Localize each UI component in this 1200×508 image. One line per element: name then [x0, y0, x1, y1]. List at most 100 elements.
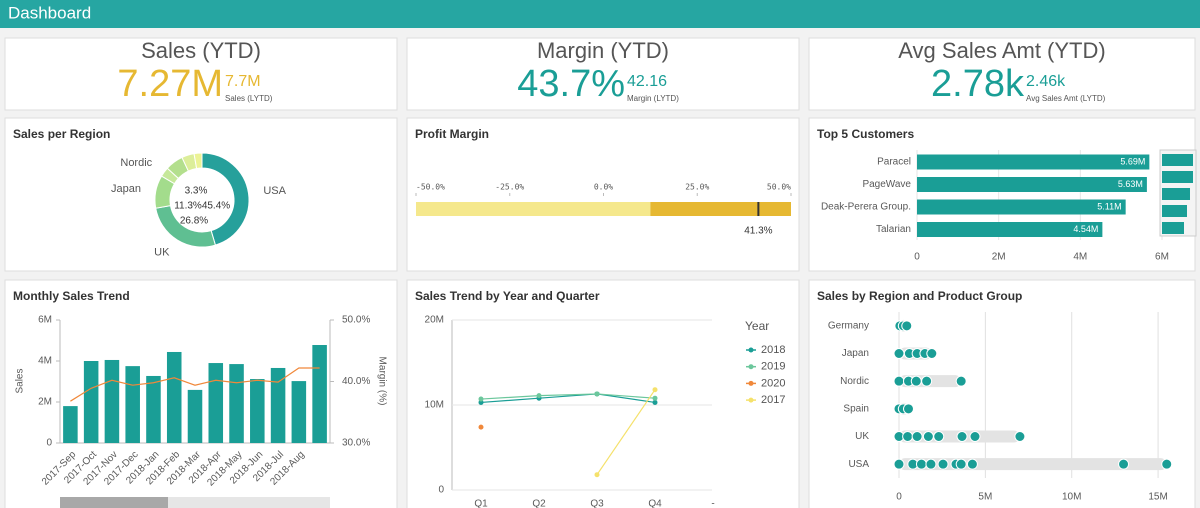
line: [480, 393, 656, 404]
x-tick-label: -50.0%: [416, 183, 445, 192]
bar: [917, 222, 1103, 237]
category-label: Paracel: [877, 157, 911, 168]
slice-label: Nordic: [120, 157, 152, 169]
y-tick-label: 4M: [38, 356, 52, 367]
legend-title: Year: [745, 319, 769, 333]
point: [937, 458, 949, 470]
chart-title: Sales Trend by Year and Quarter: [415, 289, 600, 303]
x-tick-label: -: [711, 499, 714, 508]
slice-label: USA: [263, 185, 286, 197]
point: [536, 393, 542, 399]
point: [478, 424, 484, 430]
kpi-title: Sales (YTD): [141, 38, 261, 63]
line: [480, 393, 656, 400]
slice-value-label: 45.4%: [202, 201, 230, 212]
kpi-value: 7.27M: [117, 63, 223, 105]
minimap-bar: [1162, 222, 1184, 234]
y-tick-label: 20M: [425, 315, 444, 326]
minimap-bar: [1162, 188, 1190, 200]
bar: [187, 389, 203, 443]
bar: [291, 381, 307, 443]
value-label: 5.11M: [1097, 201, 1121, 211]
chart-title: Top 5 Customers: [817, 127, 914, 141]
y2-tick-label: 40.0%: [342, 376, 370, 387]
category-label: Nordic: [840, 376, 869, 387]
y-tick-label: 0: [46, 438, 52, 449]
x-tick-label: 6M: [1155, 252, 1169, 263]
x-tick-label: Q2: [532, 499, 546, 508]
point: [966, 458, 978, 470]
kpi-compare: 2.46k: [1026, 73, 1066, 90]
bar: [208, 363, 224, 443]
point: [893, 348, 905, 359]
legend-label: 2017: [761, 394, 785, 406]
category-label: Germany: [828, 320, 869, 331]
point: [910, 375, 922, 387]
panel: [808, 279, 1196, 508]
minimap: [1159, 149, 1197, 237]
kpi-card: [406, 37, 800, 111]
kpi-compare: 7.7M: [225, 73, 261, 90]
slice-value-label: 26.8%: [180, 216, 208, 227]
y-tick-label: 0: [438, 485, 444, 496]
point: [902, 431, 914, 442]
minimap-bar: [1162, 154, 1193, 166]
point: [901, 320, 913, 332]
point: [478, 396, 484, 402]
point: [933, 431, 945, 442]
y2-tick-label: 30.0%: [342, 438, 370, 449]
slice-value-label: 11.3%: [174, 201, 202, 212]
bar: [104, 359, 120, 443]
x-tick-label: -25.0%: [495, 183, 524, 192]
point: [594, 472, 600, 478]
point: [922, 431, 934, 442]
point: [893, 458, 905, 470]
scrollbar-track: [60, 497, 330, 508]
kpi-card: [808, 37, 1196, 111]
kpi-title: Margin (YTD): [537, 38, 669, 63]
y-tick-label: 10M: [425, 400, 444, 411]
category-label: USA: [848, 459, 869, 470]
chart-title: Sales by Region and Product Group: [817, 289, 1022, 303]
x-tick-label: 50.0%: [767, 183, 791, 192]
line: [596, 389, 656, 476]
x-tick-label: 10M: [1062, 492, 1081, 503]
range-bar: [899, 458, 1167, 471]
point: [911, 431, 923, 442]
category-label: UK: [855, 431, 869, 442]
y-axis-title: Sales: [15, 368, 26, 393]
bar: [250, 379, 265, 443]
slice-label: Japan: [111, 183, 141, 195]
bar: [83, 361, 99, 443]
x-tick-label: 5M: [978, 492, 992, 503]
point: [652, 387, 658, 393]
value-label: 5.63M: [1118, 179, 1143, 189]
scrollbar-thumb: [60, 497, 168, 508]
point: [1161, 458, 1173, 470]
point: [1118, 458, 1130, 470]
point: [652, 395, 658, 401]
kpi-compare-label: Margin (LYTD): [627, 94, 679, 103]
value-label: 5.69M: [1120, 156, 1145, 166]
slice-value-label: 3.3%: [185, 186, 208, 197]
range-band: [650, 202, 791, 216]
kpi-value: 43.7%: [517, 63, 625, 105]
legend-swatch: [748, 347, 754, 353]
x-tick-label: 15M: [1148, 492, 1167, 503]
y-tick-label: 6M: [38, 315, 52, 326]
category-label: Japan: [842, 348, 869, 359]
legend-swatch: [748, 380, 754, 386]
category-label: Spain: [843, 403, 869, 414]
category-label: Deak-Perera Group.: [821, 202, 911, 213]
x-tick-label: 0: [896, 492, 902, 503]
x-tick-label: Q4: [648, 499, 662, 508]
point: [915, 458, 927, 470]
bar: [166, 351, 182, 443]
point: [1014, 431, 1026, 442]
range-band: [416, 202, 651, 216]
bar: [229, 364, 244, 443]
kpi-compare-label: Sales (LYTD): [225, 94, 273, 103]
y-tick-label: 2M: [38, 397, 52, 408]
